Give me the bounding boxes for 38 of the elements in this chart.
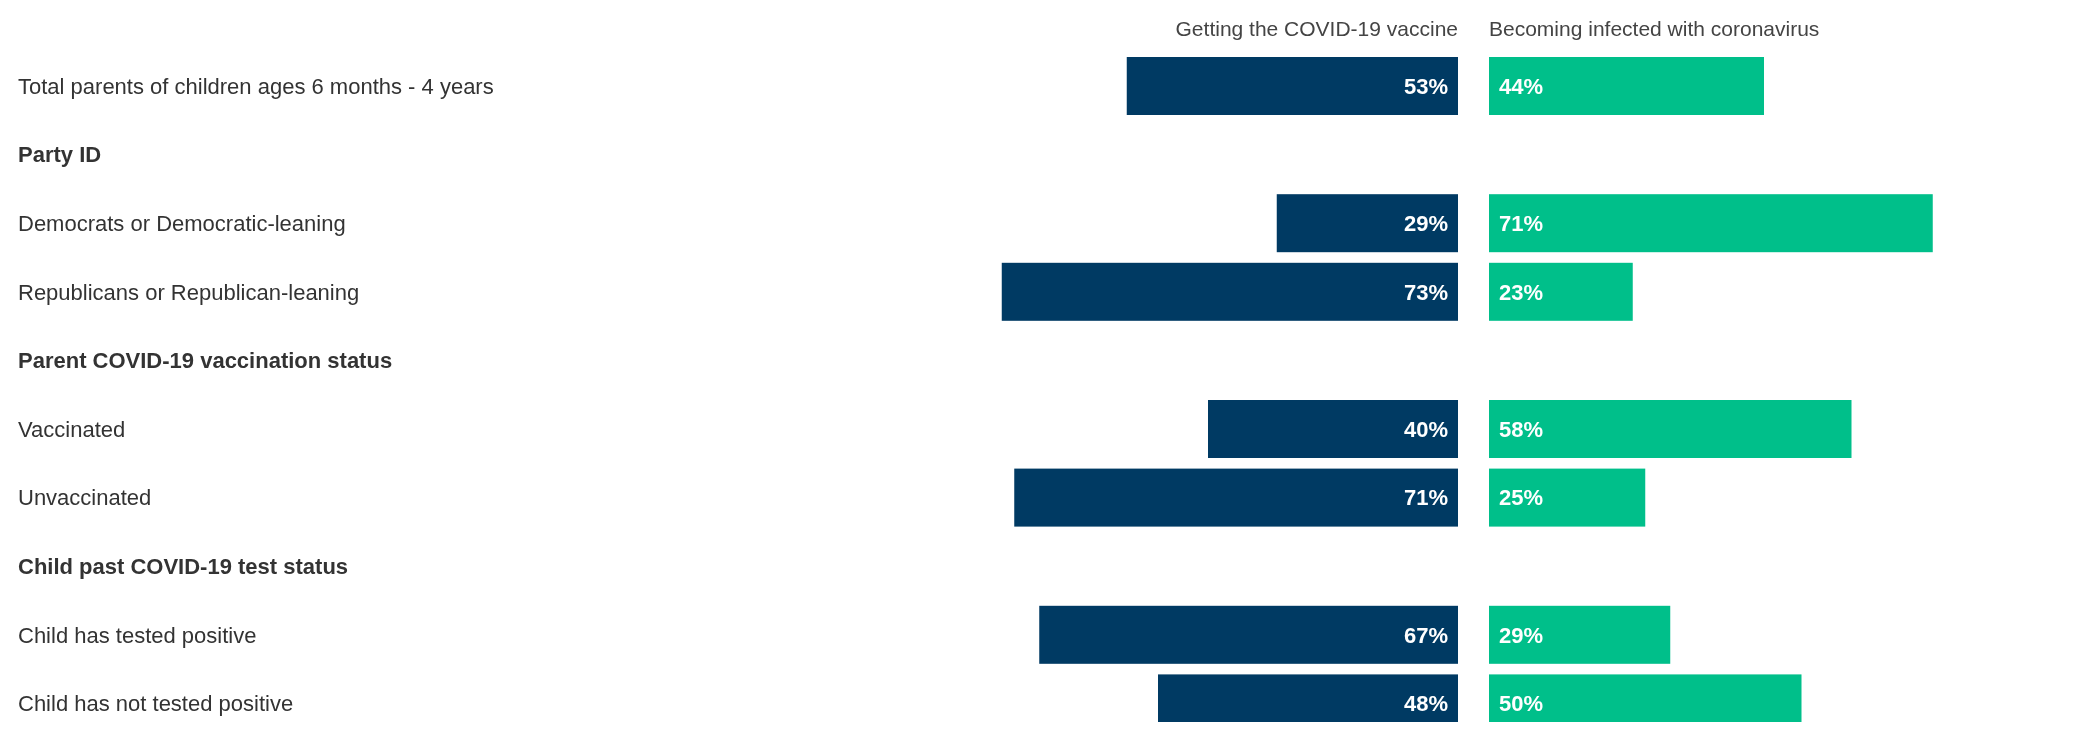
bar <box>1489 57 1764 115</box>
y-tick-label: Parent COVID-19 vaccination status <box>18 348 393 374</box>
bar <box>1014 468 1458 527</box>
data-label: 44% <box>1499 73 1544 99</box>
y-tick-label: Vaccinated <box>18 416 126 442</box>
y-tick-label: Democrats or Democratic-leaning <box>18 210 346 236</box>
data-label: 25% <box>1499 485 1544 511</box>
y-tick-label: Republicans or Republican-leaning <box>18 279 360 305</box>
data-label: 71% <box>1499 210 1544 236</box>
bar <box>1489 262 1633 321</box>
data-label: 71% <box>1403 485 1448 511</box>
data-label: 48% <box>1403 691 1448 717</box>
data-label: 73% <box>1403 279 1448 305</box>
y-tick-label: Child has not tested positive <box>18 691 294 717</box>
data-label: 29% <box>1403 210 1448 236</box>
y-tick-label: Unvaccinated <box>18 485 152 511</box>
bar <box>1489 400 1852 458</box>
bar <box>1489 194 1933 253</box>
chart-title: Getting the COVID-19 vaccine <box>1175 17 1458 40</box>
bar <box>1208 400 1458 458</box>
chart-title: Becoming infected with coronavirus <box>1489 17 1820 40</box>
y-tick-label: Total parents of children ages 6 months - 4 years <box>18 73 494 99</box>
bar <box>1039 605 1458 664</box>
data-label: 58% <box>1499 416 1544 442</box>
bar <box>1489 468 1646 527</box>
y-tick-label: Party ID <box>18 142 102 168</box>
data-label: 23% <box>1499 279 1544 305</box>
y-tick-label: Child past COVID-19 test status <box>18 553 349 579</box>
bar <box>1276 194 1458 253</box>
data-label: 29% <box>1499 622 1544 648</box>
y-tick-label: Child has tested positive <box>18 622 257 648</box>
data-label: 67% <box>1403 622 1448 648</box>
data-label: 53% <box>1403 73 1448 99</box>
bar <box>1126 57 1458 115</box>
bar <box>1489 605 1671 664</box>
bar <box>1001 262 1458 321</box>
data-label: 50% <box>1499 691 1544 717</box>
data-label: 40% <box>1403 416 1448 442</box>
